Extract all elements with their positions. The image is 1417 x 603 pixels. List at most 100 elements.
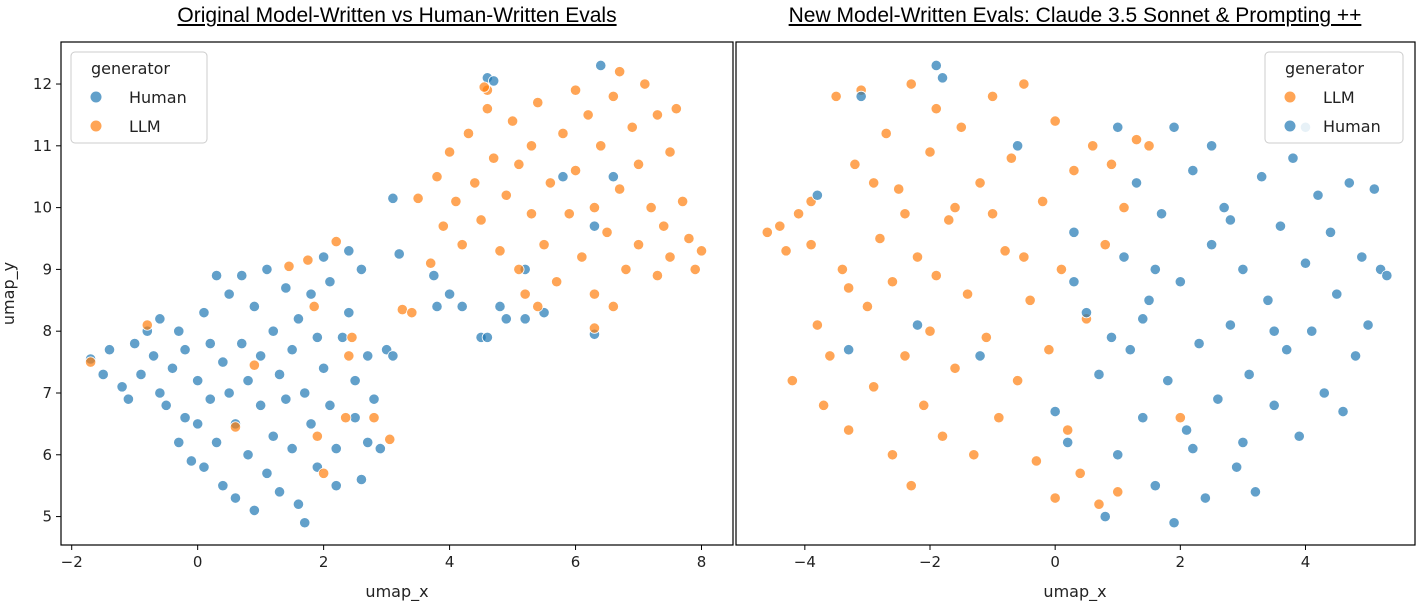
data-point	[1018, 251, 1030, 263]
data-point	[283, 260, 295, 272]
data-point	[431, 300, 443, 313]
data-point	[494, 300, 506, 313]
data-point	[1206, 239, 1218, 251]
right-legend: generator LLM Human	[1264, 51, 1404, 144]
data-point	[695, 245, 708, 257]
data-point	[918, 399, 930, 411]
x-tick-label: 4	[445, 553, 455, 571]
data-point	[1080, 307, 1093, 319]
data-point	[582, 109, 594, 121]
legend-entry-llm: LLM	[1323, 88, 1355, 107]
data-point	[346, 331, 358, 343]
legend-marker-llm	[90, 120, 102, 132]
data-point	[280, 393, 292, 405]
data-point	[632, 158, 645, 170]
data-point	[811, 319, 823, 331]
data-point	[811, 189, 823, 201]
data-point	[1312, 189, 1324, 201]
data-point	[632, 239, 645, 251]
data-point	[607, 171, 619, 183]
data-point	[267, 325, 279, 337]
data-point	[614, 183, 626, 195]
data-point	[861, 300, 874, 313]
data-point	[1362, 319, 1374, 331]
data-point	[355, 263, 368, 276]
y-tick-label: 8	[42, 322, 52, 340]
data-point	[513, 263, 525, 276]
data-point	[1005, 152, 1017, 164]
data-point	[1118, 251, 1130, 263]
data-point	[1112, 121, 1124, 133]
data-point	[450, 195, 462, 208]
data-point	[930, 103, 942, 115]
data-point	[1293, 430, 1305, 442]
data-point	[1055, 263, 1068, 276]
data-point	[588, 288, 601, 300]
data-point	[626, 121, 638, 133]
data-point	[340, 412, 352, 424]
data-point	[116, 381, 128, 393]
data-point	[280, 282, 292, 294]
left-chart: −2 0 2 4 6 8 5 6 7 8 9 10 11 12 umap_x umap_y generator H…	[0, 41, 734, 602]
x-tick-label: 4	[1301, 553, 1311, 571]
left-axes-frame	[60, 41, 734, 546]
data-point	[595, 59, 607, 72]
data-point	[689, 263, 701, 276]
data-point	[1268, 325, 1280, 337]
data-point	[1105, 158, 1118, 170]
data-point	[261, 263, 273, 276]
data-point	[299, 517, 311, 529]
data-point	[431, 171, 443, 183]
data-point	[986, 90, 999, 102]
data-point	[387, 192, 399, 204]
data-point	[1068, 226, 1080, 238]
data-point	[494, 245, 506, 257]
legend-entry-human: Human	[129, 88, 187, 107]
data-point	[362, 350, 374, 362]
x-tick-label: −4	[794, 553, 816, 571]
left-legend: generator Human LLM	[70, 51, 208, 144]
data-point	[893, 183, 905, 195]
data-point	[993, 412, 1005, 424]
data-point	[924, 146, 936, 158]
legend-entry-human: Human	[1323, 117, 1381, 136]
data-point	[1337, 405, 1349, 418]
data-point	[1143, 294, 1155, 306]
legend-title: generator	[1285, 59, 1364, 78]
data-point	[786, 375, 798, 387]
data-point	[141, 319, 153, 331]
left-series-llm	[85, 66, 708, 479]
data-point	[456, 300, 468, 313]
data-point	[318, 251, 330, 263]
data-point	[836, 263, 848, 276]
data-point	[210, 436, 223, 449]
data-point	[551, 276, 563, 288]
data-point	[1224, 214, 1236, 226]
data-point	[1049, 115, 1061, 127]
legend-marker-human	[1284, 120, 1296, 132]
data-point	[999, 245, 1011, 257]
data-point	[843, 282, 855, 294]
data-point	[1349, 350, 1362, 362]
data-point	[658, 220, 670, 232]
data-point	[980, 331, 992, 343]
data-point	[204, 337, 216, 350]
data-point	[614, 66, 626, 78]
data-point	[651, 109, 664, 121]
y-tick-label: 7	[42, 384, 52, 402]
data-point	[1118, 202, 1130, 214]
x-tick-label: 0	[193, 553, 203, 571]
data-point	[349, 375, 361, 387]
data-point	[849, 158, 861, 170]
data-point	[1093, 498, 1105, 510]
data-point	[336, 331, 349, 343]
left-x-axis-label: umap_x	[365, 582, 428, 602]
data-point	[192, 418, 204, 430]
data-point	[362, 436, 374, 449]
data-point	[1099, 239, 1111, 251]
data-point	[1155, 208, 1168, 220]
data-point	[1356, 251, 1368, 263]
data-point	[198, 307, 210, 319]
data-point	[1137, 412, 1149, 424]
data-point	[1299, 257, 1312, 269]
